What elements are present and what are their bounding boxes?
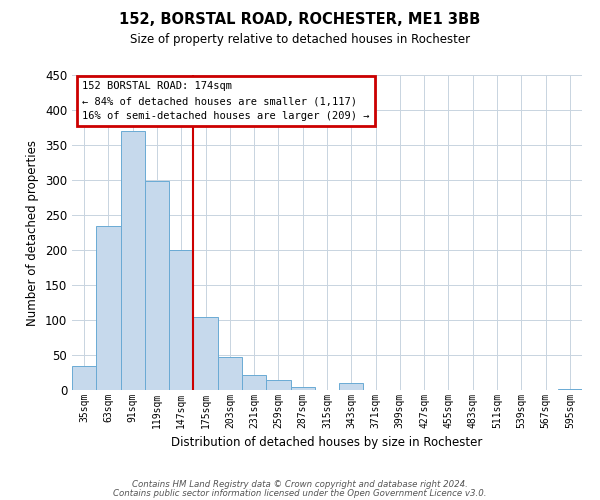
Text: 152 BORSTAL ROAD: 174sqm
← 84% of detached houses are smaller (1,117)
16% of sem: 152 BORSTAL ROAD: 174sqm ← 84% of detach…	[82, 82, 370, 121]
Bar	[96, 226, 121, 390]
Text: Size of property relative to detached houses in Rochester: Size of property relative to detached ho…	[130, 32, 470, 46]
Bar	[121, 131, 145, 390]
Bar	[266, 380, 290, 390]
Y-axis label: Number of detached properties: Number of detached properties	[26, 140, 40, 326]
Bar	[558, 388, 582, 390]
Text: Contains public sector information licensed under the Open Government Licence v3: Contains public sector information licen…	[113, 490, 487, 498]
Bar	[72, 366, 96, 390]
Bar	[145, 182, 169, 390]
Bar	[290, 387, 315, 390]
Bar	[193, 316, 218, 390]
Text: 152, BORSTAL ROAD, ROCHESTER, ME1 3BB: 152, BORSTAL ROAD, ROCHESTER, ME1 3BB	[119, 12, 481, 28]
Bar	[339, 383, 364, 390]
Bar	[218, 357, 242, 390]
Text: Contains HM Land Registry data © Crown copyright and database right 2024.: Contains HM Land Registry data © Crown c…	[132, 480, 468, 489]
Bar	[169, 250, 193, 390]
Bar	[242, 374, 266, 390]
X-axis label: Distribution of detached houses by size in Rochester: Distribution of detached houses by size …	[172, 436, 482, 450]
